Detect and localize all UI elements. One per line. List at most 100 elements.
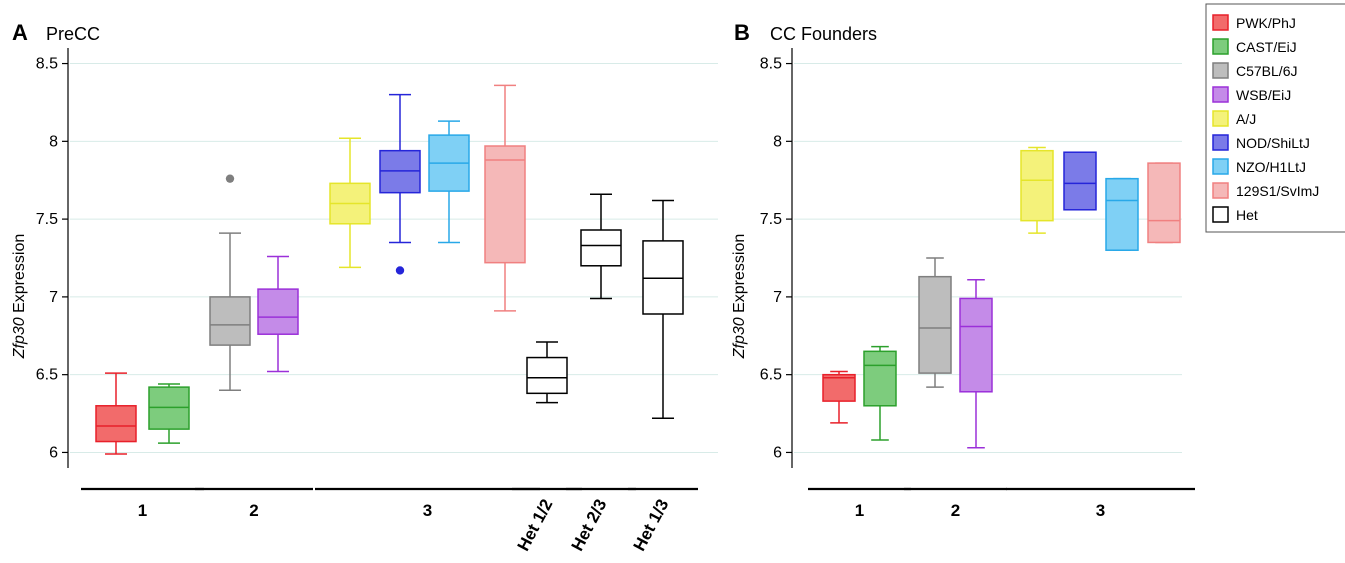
- legend-swatch: [1212, 206, 1229, 223]
- panel-b-box: [1147, 162, 1181, 244]
- box-iqr: [95, 405, 137, 443]
- box-iqr: [484, 145, 526, 264]
- legend-swatch: [1212, 134, 1229, 151]
- legend-label: C57BL/6J: [1236, 63, 1297, 79]
- box-iqr: [918, 275, 952, 374]
- panel-a-ylabel-rest: Expression: [11, 234, 28, 318]
- box-iqr: [822, 373, 856, 402]
- panel-a-box: [379, 93, 421, 275]
- box-iqr: [1020, 149, 1054, 222]
- panel-b-group-label: 3: [1096, 501, 1105, 520]
- panel-a-group-label: Het 2/3: [568, 496, 611, 554]
- panel-a-group-label: 2: [249, 501, 258, 520]
- panel-b-box: [1020, 146, 1054, 234]
- panel-a-group-label: 1: [138, 501, 147, 520]
- panel-a-title: PreCC: [46, 24, 100, 44]
- panel-b-ytick-label: 8: [773, 133, 782, 150]
- legend-label: NZO/H1LtJ: [1236, 159, 1306, 175]
- panel-b-ylabel-rest: Expression: [731, 234, 748, 318]
- panel-a-box: [580, 193, 622, 300]
- legend-item: WSB/EiJ: [1212, 86, 1291, 103]
- legend-item: CAST/EiJ: [1212, 38, 1297, 55]
- legend-item: C57BL/6J: [1212, 62, 1297, 79]
- legend-swatch: [1212, 38, 1229, 55]
- panel-b-group-label: 2: [951, 501, 960, 520]
- legend-item: A/J: [1212, 110, 1256, 127]
- box-iqr: [526, 356, 568, 395]
- panel-b-box: [1063, 151, 1097, 211]
- panel-a-ytick-label: 7: [49, 289, 58, 306]
- box-iqr: [148, 386, 190, 430]
- panel-a-ytick-label: 6.5: [36, 367, 58, 384]
- panel-b-box: [959, 279, 993, 449]
- panel-a-box: [148, 383, 190, 444]
- panel-a-box: [484, 84, 526, 312]
- panel-a-box: [95, 372, 137, 455]
- box-outlier: [225, 174, 235, 183]
- panel-a-box: [209, 174, 251, 391]
- panel-b-ytick-label: 7: [773, 289, 782, 306]
- legend-item: 129S1/SvImJ: [1212, 182, 1319, 199]
- panel-b-title: CC Founders: [770, 24, 877, 44]
- legend-item: NOD/ShiLtJ: [1212, 134, 1310, 151]
- panel-a-group-label: 3: [423, 501, 432, 520]
- panel-a-group-label: Het 1/2: [514, 496, 557, 554]
- box-iqr: [863, 350, 897, 407]
- panel-b-ytick-label: 6: [773, 444, 782, 461]
- legend-swatch: [1212, 62, 1229, 79]
- panel-b-box: [822, 370, 856, 424]
- legend-swatch: [1212, 182, 1229, 199]
- box-iqr: [642, 240, 684, 315]
- legend-item: NZO/H1LtJ: [1212, 158, 1306, 175]
- box-iqr: [1063, 151, 1097, 211]
- legend-label: WSB/EiJ: [1236, 87, 1291, 103]
- panel-a-box: [329, 137, 371, 269]
- legend: PWK/PhJ CAST/EiJ C57BL/6J WSB/EiJ A/J NOD/Shi…: [1205, 3, 1345, 233]
- panel-b-group-label: 1: [855, 501, 864, 520]
- panel-a-group-label: Het 1/3: [630, 496, 673, 554]
- panel-a-letter: A: [12, 20, 28, 45]
- panel-a-ytick-label: 7.5: [36, 211, 58, 228]
- panel-b-ylabel: Zfp30 Expression: [731, 234, 748, 360]
- legend-label: Het: [1236, 207, 1258, 223]
- legend-swatch: [1212, 14, 1229, 31]
- panel-b-plot: 6 6.5 7 7.5 8 8.5 1 2 3: [760, 48, 1195, 520]
- panel-a-ylabel: Zfp30 Expression: [11, 234, 28, 360]
- box-iqr: [580, 229, 622, 267]
- panel-b-ytick-label: 7.5: [760, 211, 782, 228]
- panel-a-box: [526, 341, 568, 404]
- panel-b-ytick-label: 8.5: [760, 56, 782, 73]
- panel-a-ylabel-gene: Zfp30: [11, 317, 28, 359]
- panel-b-ytick-label: 6.5: [760, 367, 782, 384]
- panel-a-ytick-label: 8: [49, 133, 58, 150]
- legend-label: PWK/PhJ: [1236, 15, 1296, 31]
- panel-b-ylabel-gene: Zfp30: [731, 317, 748, 359]
- legend-label: A/J: [1236, 111, 1256, 127]
- legend-swatch: [1212, 110, 1229, 127]
- legend-item: PWK/PhJ: [1212, 14, 1296, 31]
- legend-item: Het: [1212, 206, 1258, 223]
- box-outlier: [395, 266, 405, 275]
- panel-a-ytick-label: 8.5: [36, 56, 58, 73]
- legend-label: NOD/ShiLtJ: [1236, 135, 1310, 151]
- panel-a-plot: 6 6.5 7 7.5 8 8.5 1 2 3 Het 1/2 Het 2/3 Het 1/3: [36, 48, 718, 554]
- panel-b-box: [1105, 177, 1139, 251]
- panel-b-box: [863, 345, 897, 441]
- panel-a-ytick-label: 6: [49, 444, 58, 461]
- panel-a-box: [642, 199, 684, 419]
- box-iqr: [209, 296, 251, 346]
- box-iqr: [1105, 177, 1139, 251]
- panel-a-box: [257, 255, 299, 373]
- legend-label: CAST/EiJ: [1236, 39, 1297, 55]
- legend-label: 129S1/SvImJ: [1236, 183, 1319, 199]
- panel-b-letter: B: [734, 20, 750, 45]
- panel-a-box: [428, 120, 470, 244]
- box-iqr: [379, 149, 421, 194]
- legend-swatch: [1212, 86, 1229, 103]
- panel-b-box: [918, 257, 952, 388]
- box-iqr: [1147, 162, 1181, 244]
- box-iqr: [959, 297, 993, 393]
- box-iqr: [257, 288, 299, 335]
- legend-swatch: [1212, 158, 1229, 175]
